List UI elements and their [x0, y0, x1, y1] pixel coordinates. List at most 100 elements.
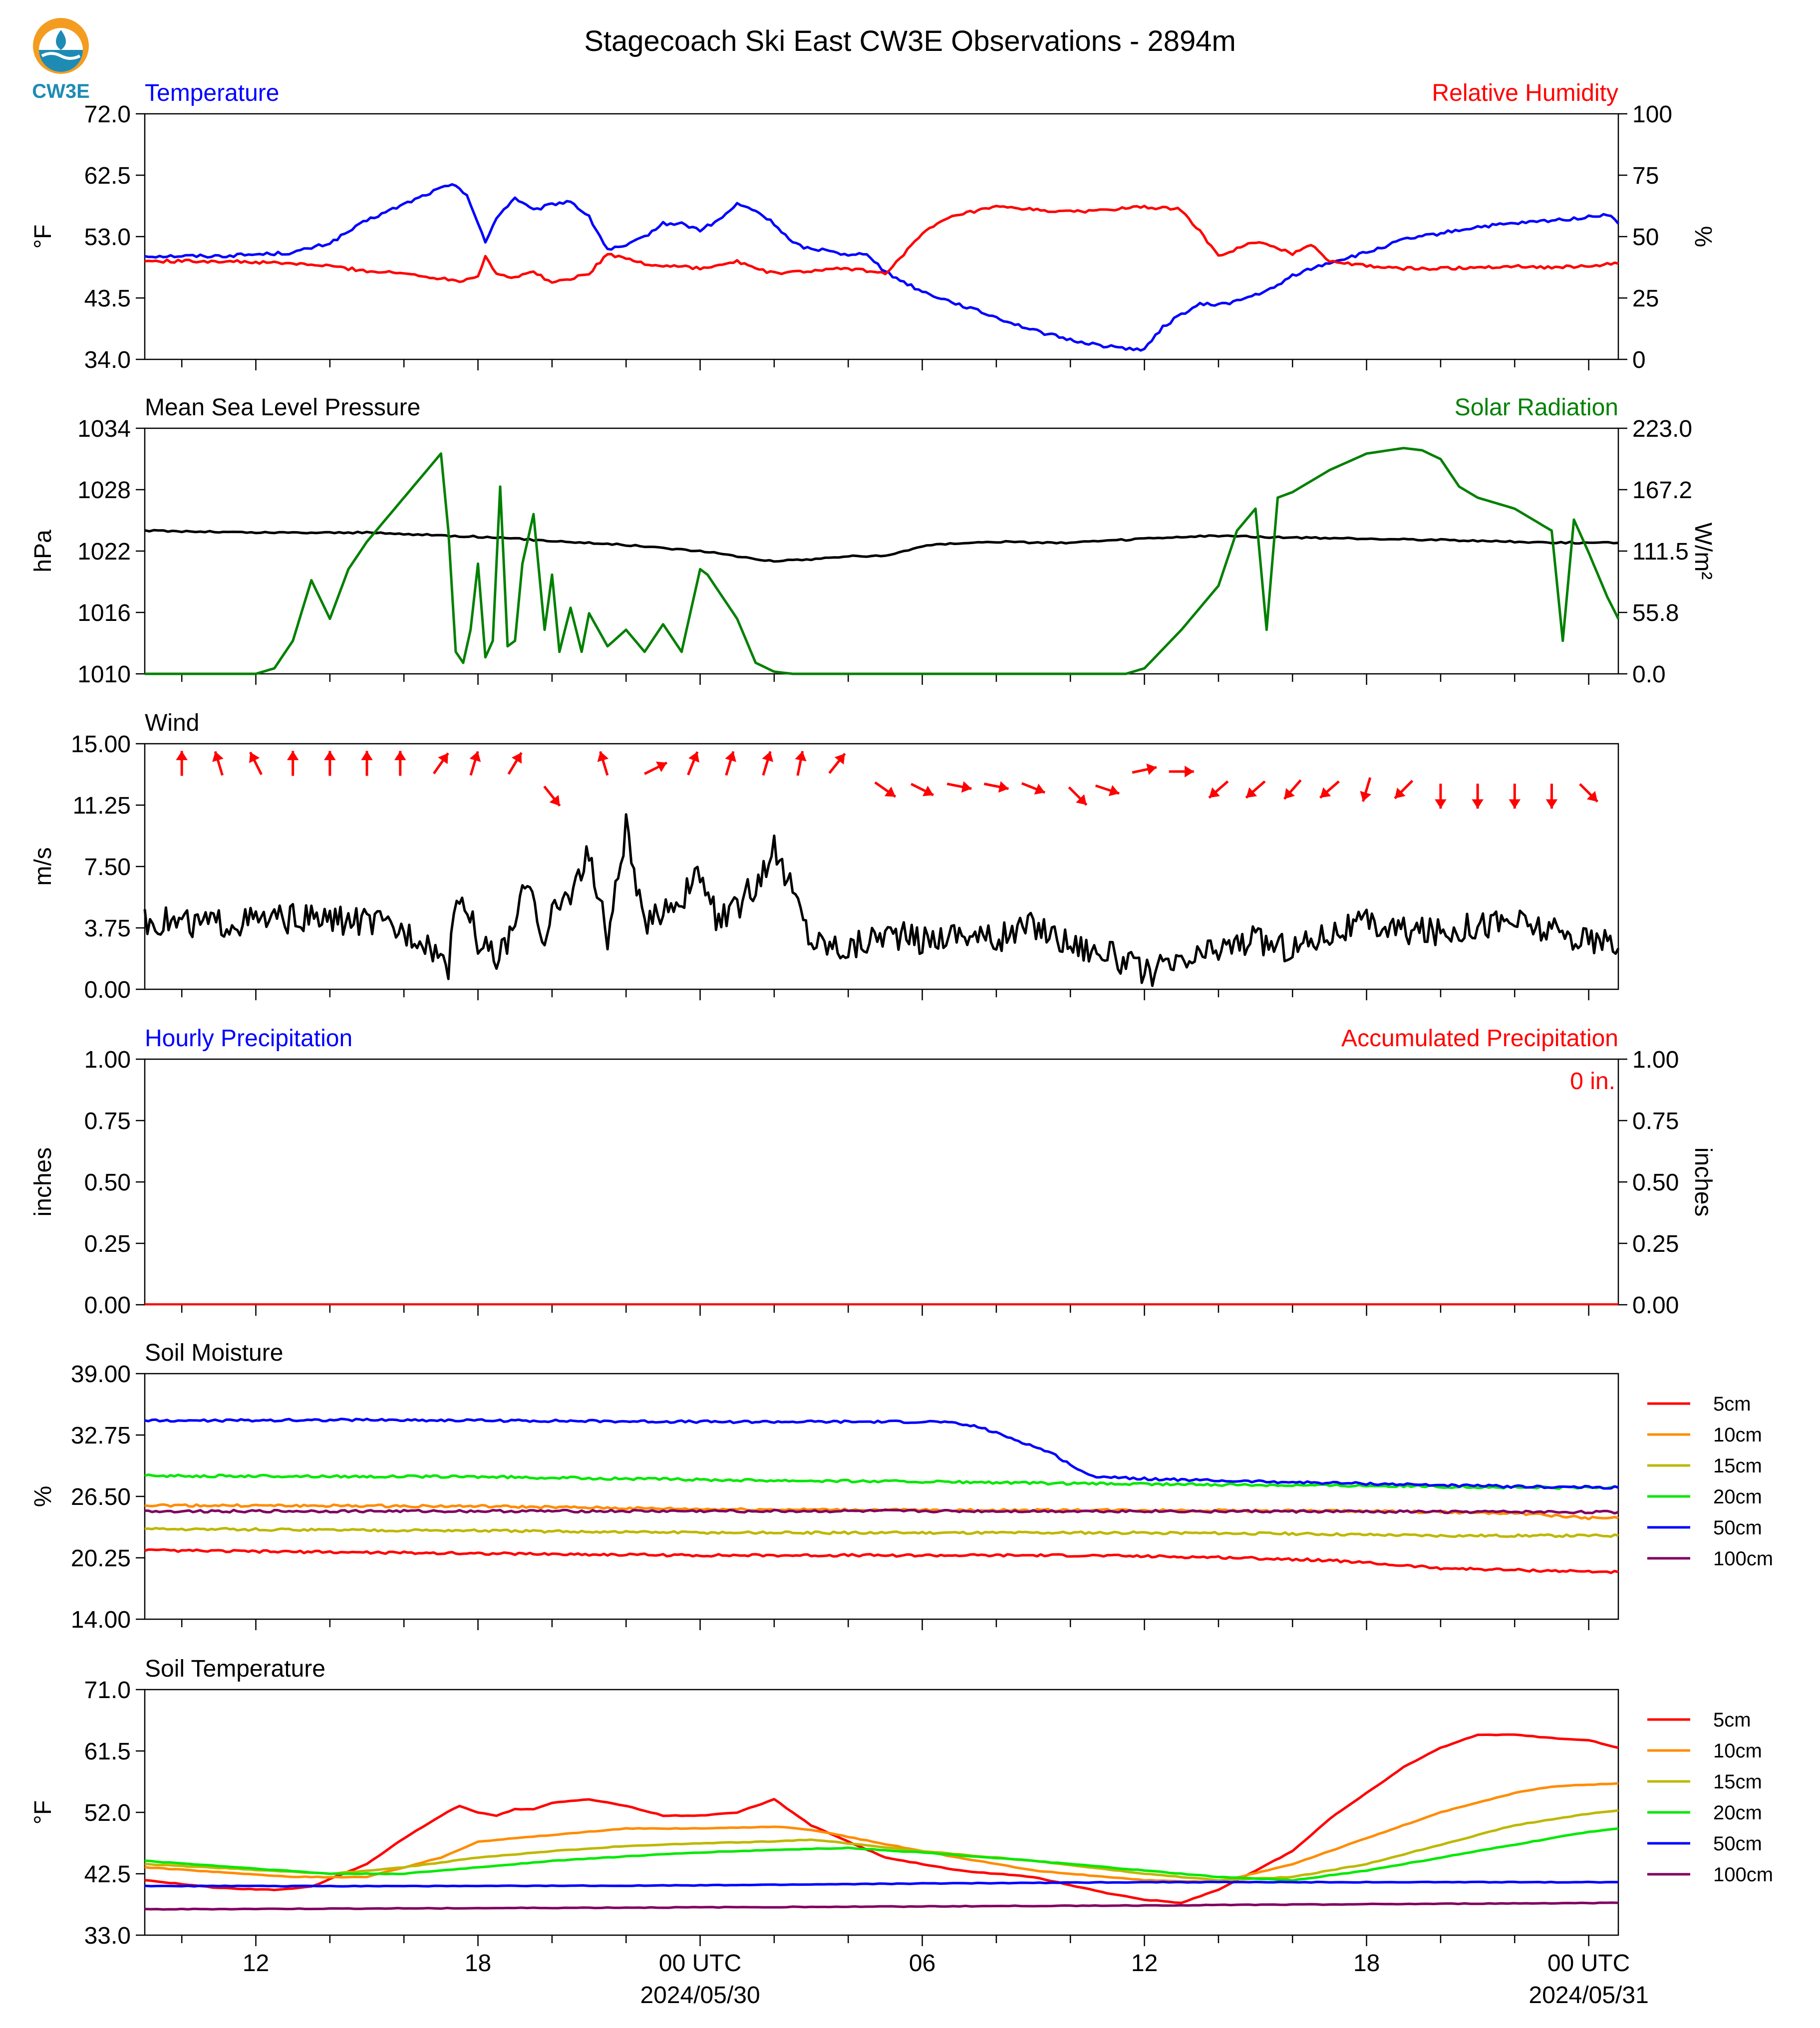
y-axis-label: °F: [30, 225, 56, 249]
plot-frame: [144, 1689, 1619, 1936]
panel-title-right: Accumulated Precipitation: [1341, 1025, 1618, 1052]
plot-frame: [144, 1058, 1619, 1306]
wind-vector-head: [998, 781, 1009, 793]
y-tick-label: 1028: [77, 477, 131, 504]
y-tick-label: 26.50: [71, 1484, 131, 1510]
panel-title-right: Relative Humidity: [1432, 80, 1618, 106]
plot-frame: [144, 1373, 1619, 1620]
panel-title-left: Mean Sea Level Pressure: [145, 394, 420, 421]
series-line-relative-humidity: [144, 205, 1619, 284]
wind-vector-head: [249, 752, 260, 763]
wind-vector-head: [176, 751, 188, 760]
y2-tick-label: 50: [1632, 224, 1659, 251]
y2-tick-label: 223.0: [1632, 416, 1692, 442]
y-tick-label: 0.50: [84, 1169, 131, 1196]
wind-vector-head: [1472, 799, 1484, 809]
wind-vector-head: [1320, 787, 1331, 798]
legend-label: 10cm: [1713, 1424, 1762, 1446]
y-axis-label: m/s: [30, 847, 56, 885]
wind-vector-head: [656, 761, 667, 772]
wind-vector-head: [1284, 788, 1295, 799]
y-tick-label: 33.0: [84, 1923, 131, 1949]
wind-vector-head: [1209, 787, 1220, 798]
y-tick-label: 0.00: [84, 1292, 131, 1319]
y-tick-label: 71.0: [84, 1677, 131, 1704]
y2-tick-label: 0.00: [1632, 1292, 1679, 1319]
legend-label: 5cm: [1713, 1393, 1751, 1415]
legend: 5cm 10cm 15cm 20cm 50cm 100cm: [1647, 1393, 1773, 1570]
x-tick-label: 12: [243, 1950, 269, 1977]
y2-tick-label: 25: [1632, 286, 1659, 312]
y2-tick-label: 0: [1632, 347, 1646, 373]
y-tick-label: 7.50: [84, 854, 131, 880]
panel-title-left: Wind: [145, 710, 199, 736]
y2-tick-label: 55.8: [1632, 600, 1679, 626]
y-tick-label: 0.00: [84, 977, 131, 1003]
x-date-label: 2024/05/31: [1529, 1982, 1649, 2009]
y-tick-label: 1034: [77, 416, 131, 442]
y-tick-label: 62.5: [84, 163, 131, 189]
legend-label: 50cm: [1713, 1833, 1762, 1855]
y-tick-label: 53.0: [84, 224, 131, 251]
series-line-5cm: [144, 1733, 1619, 1904]
series-line-100cm: [144, 1508, 1619, 1515]
y2-tick-label: 111.5: [1632, 539, 1689, 565]
y2-tick-label: 0.0: [1632, 661, 1666, 688]
plot-frame: [144, 743, 1619, 990]
series-line-20cm: [144, 1473, 1619, 1490]
y-axis-label: inches: [30, 1148, 56, 1217]
x-date-label: 2024/05/30: [640, 1982, 760, 2009]
legend-label: 15cm: [1713, 1771, 1762, 1793]
wind-vector-head: [212, 751, 224, 762]
series-line-50cm: [144, 1418, 1619, 1490]
y2-tick-label: 0.25: [1632, 1231, 1679, 1257]
panel-title-left: Soil Temperature: [145, 1656, 325, 1682]
legend: 5cm 10cm 15cm 20cm 50cm 100cm: [1647, 1709, 1773, 1886]
panel-wind: Wind 0.00 3.75 7.50 11.25 15.00 m/s: [30, 710, 1620, 1003]
wind-vector-head: [511, 752, 522, 764]
wind-vector-head: [922, 786, 933, 797]
wind-vector-head: [1586, 791, 1598, 802]
wind-vector-head: [1509, 799, 1521, 809]
y-tick-label: 3.75: [84, 915, 131, 942]
wind-vector-head: [884, 786, 896, 797]
wind-vector-head: [1435, 799, 1447, 809]
y2-axis-label: inches: [1690, 1148, 1716, 1217]
wind-vector-head: [961, 781, 972, 793]
y-tick-label: 42.5: [84, 1861, 131, 1888]
y2-tick-label: 1.00: [1632, 1047, 1679, 1073]
wind-vector-head: [1360, 791, 1372, 802]
wind-vector-head: [1395, 788, 1406, 799]
y-tick-label: 61.5: [84, 1738, 131, 1765]
panel-pressure_solar: Mean Sea Level Pressure Solar Radiation 10…: [30, 394, 1716, 688]
x-axis-labels: 12 18 00 UTC 2024/05/30 06 12 18 00 UTC 2024/05/…: [243, 1950, 1649, 2009]
panel-title-left: Soil Moisture: [145, 1340, 283, 1366]
y2-axis-label: W/m²: [1690, 523, 1716, 580]
y-axis-label: °F: [30, 1800, 56, 1825]
y-tick-label: 20.25: [71, 1545, 131, 1572]
y-tick-label: 52.0: [84, 1800, 131, 1826]
wind-vector-head: [1545, 799, 1558, 809]
series-line-temperature: [144, 183, 1619, 352]
y-tick-label: 1022: [77, 539, 131, 565]
wind-vector-head: [762, 751, 774, 762]
wind-vector-head: [324, 751, 336, 760]
x-tick-label: 18: [1353, 1950, 1380, 1977]
panels: Temperature Relative Humidity 34.0 43.5 53.0…: [30, 80, 1773, 1949]
y2-tick-label: 0.75: [1632, 1108, 1679, 1135]
panel-title-left: Temperature: [145, 80, 279, 106]
x-tick-label: 18: [465, 1950, 491, 1977]
wind-vector-head: [725, 751, 737, 762]
wind-vector-head: [287, 751, 299, 760]
series-line-5cm: [144, 1548, 1619, 1574]
y-tick-label: 43.5: [84, 286, 131, 312]
y-tick-label: 11.25: [72, 793, 131, 819]
y2-tick-label: 100: [1632, 101, 1672, 128]
y2-tick-label: 0.50: [1632, 1169, 1679, 1196]
wind-vector-head: [394, 751, 406, 760]
legend-label: 50cm: [1713, 1517, 1762, 1539]
wind-vector-head: [1146, 763, 1157, 775]
series-line-10cm: [144, 1782, 1619, 1883]
wind-vector-head: [549, 795, 560, 806]
plot-frame: [144, 113, 1619, 360]
